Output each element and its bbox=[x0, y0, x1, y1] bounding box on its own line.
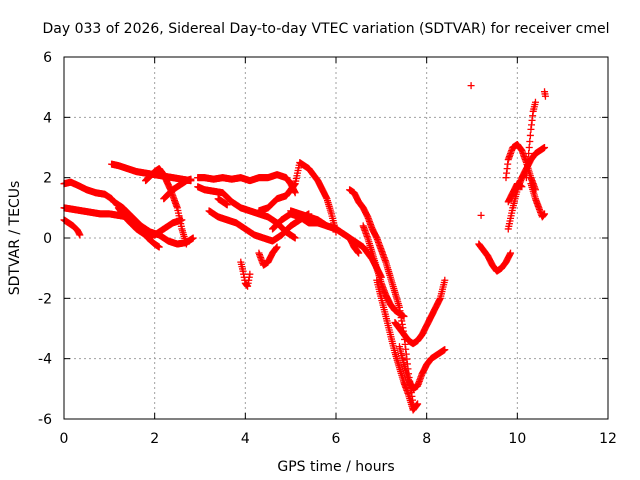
series-track-k bbox=[214, 195, 231, 209]
series-track-m bbox=[255, 243, 281, 269]
series-track-a bbox=[60, 178, 197, 248]
series-track-ac bbox=[541, 88, 549, 100]
data-point bbox=[526, 131, 534, 139]
data-point bbox=[518, 183, 526, 191]
series-track-v bbox=[467, 82, 475, 90]
y-tick-label: 6 bbox=[43, 50, 52, 66]
series-track-ad bbox=[504, 180, 526, 206]
y-tick-label: 2 bbox=[43, 171, 52, 187]
data-point bbox=[523, 168, 531, 176]
data-point bbox=[526, 137, 534, 145]
series-track-e bbox=[114, 204, 186, 239]
data-point bbox=[541, 92, 549, 100]
y-tick-label: -4 bbox=[38, 352, 52, 368]
y-tick-label: -6 bbox=[38, 412, 52, 428]
chart-title: Day 033 of 2026, Sidereal Day-to-day VTE… bbox=[42, 21, 609, 37]
x-tick-label: 12 bbox=[599, 431, 617, 447]
series-track-c bbox=[60, 204, 163, 251]
data-point bbox=[524, 156, 532, 164]
x-tick-label: 0 bbox=[60, 431, 69, 447]
y-axis-title: SDTVAR / TECUs bbox=[7, 181, 23, 296]
data-point bbox=[182, 240, 190, 248]
data-point bbox=[291, 234, 299, 242]
data-point bbox=[155, 243, 163, 251]
series-track-t bbox=[391, 276, 449, 348]
y-tick-label: 0 bbox=[43, 231, 52, 247]
data-point bbox=[441, 346, 449, 354]
series-track-u bbox=[395, 343, 449, 393]
series-track-x bbox=[475, 240, 515, 275]
series-track-y bbox=[504, 144, 549, 233]
y-tick-label: -2 bbox=[38, 291, 52, 307]
data-point bbox=[273, 243, 281, 251]
data-point bbox=[355, 249, 363, 257]
plot-frame bbox=[63, 56, 609, 420]
data-point bbox=[189, 234, 197, 242]
y-tick-label: 4 bbox=[43, 110, 52, 126]
data-points bbox=[60, 82, 549, 414]
series-track-l bbox=[237, 258, 254, 290]
data-point bbox=[525, 150, 533, 158]
data-point bbox=[477, 211, 485, 219]
series-track-aa bbox=[522, 98, 539, 182]
data-point bbox=[541, 210, 549, 218]
data-point bbox=[246, 270, 254, 278]
series-track-n bbox=[255, 159, 340, 236]
series-track-g bbox=[160, 175, 195, 203]
data-point bbox=[531, 98, 539, 106]
series-track-s bbox=[373, 276, 422, 414]
data-point bbox=[525, 144, 533, 151]
series-track-ab bbox=[527, 180, 549, 221]
data-point bbox=[76, 231, 84, 239]
series-track-r bbox=[359, 222, 408, 320]
data-point bbox=[400, 312, 408, 320]
x-tick-label: 8 bbox=[422, 431, 431, 447]
data-point bbox=[414, 400, 422, 408]
series-track-j bbox=[205, 207, 313, 245]
data-point bbox=[187, 175, 195, 183]
x-tick-label: 4 bbox=[241, 431, 250, 447]
x-tick-label: 6 bbox=[332, 431, 341, 447]
data-point bbox=[507, 249, 515, 257]
data-point bbox=[467, 82, 475, 90]
axis-ticks: 0 2 4 6 8 10 12 -6 -4 -2 0 2 4 6 bbox=[38, 50, 617, 447]
x-axis-title: GPS time / hours bbox=[277, 459, 394, 475]
data-point bbox=[291, 189, 299, 197]
data-point bbox=[541, 144, 549, 151]
series-track-w bbox=[477, 211, 485, 219]
data-point bbox=[223, 201, 231, 209]
data-point bbox=[522, 174, 530, 182]
x-tick-label: 2 bbox=[150, 431, 159, 447]
x-tick-label: 10 bbox=[508, 431, 526, 447]
data-point bbox=[524, 162, 532, 170]
data-point bbox=[441, 276, 449, 284]
series-track-i bbox=[194, 183, 299, 242]
